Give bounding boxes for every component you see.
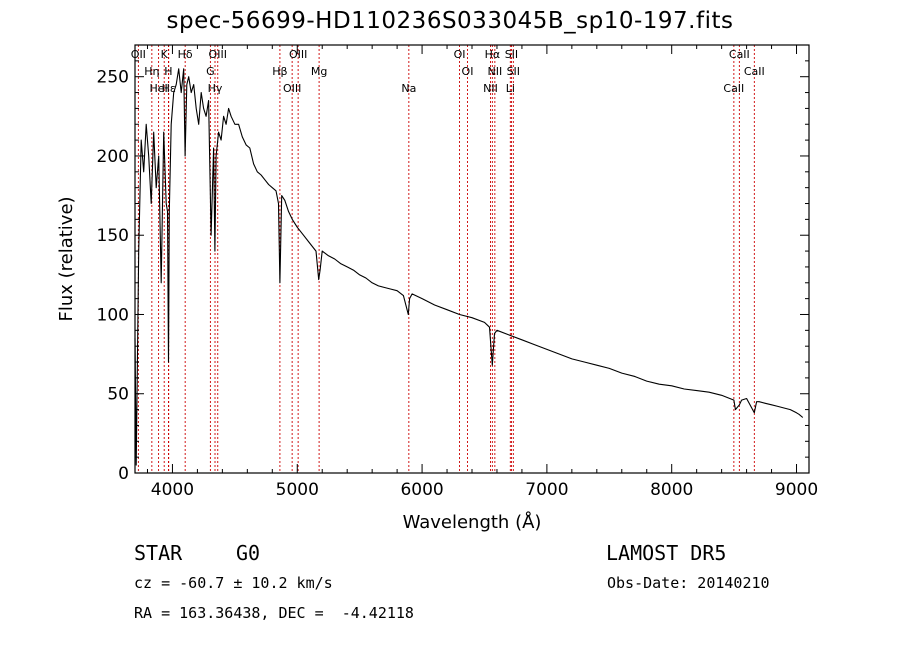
- line-label: OIII: [289, 48, 307, 61]
- line-label: NII: [487, 65, 502, 78]
- y-tick-label: 0: [118, 464, 129, 484]
- line-label: Li: [506, 82, 515, 95]
- line-label: OIII: [209, 48, 227, 61]
- chart-title: spec-56699-HD110236S033045B_sp10-197.fit…: [166, 8, 734, 34]
- x-tick-label: 9000: [775, 480, 818, 500]
- plot-frame: [134, 44, 810, 474]
- line-label: CaII: [729, 48, 750, 61]
- line-label: OI: [462, 65, 474, 78]
- x-tick-label: 7000: [525, 480, 568, 500]
- line-label: Hα: [485, 48, 501, 61]
- y-tick-label: 50: [107, 385, 129, 405]
- line-label: OII: [131, 48, 146, 61]
- x-tick-label: 4000: [151, 480, 194, 500]
- line-label: SII: [505, 48, 518, 61]
- y-tick-label: 200: [97, 147, 129, 167]
- emission-line-markers: [137, 45, 755, 473]
- spectrum-line: [134, 68, 804, 466]
- object-class: STAR: [134, 541, 183, 565]
- y-tick-label: 150: [97, 226, 129, 246]
- line-labels: OIIHηHeIKHHεHδGHγOIIIHβOIIIOIIIMgNaOIOIN…: [131, 48, 765, 95]
- line-label: H: [164, 65, 172, 78]
- line-label: Mg: [311, 65, 327, 78]
- line-label: Hη: [144, 65, 159, 78]
- y-tick-label: 100: [97, 305, 129, 325]
- x-tick-label: 8000: [650, 480, 693, 500]
- redshift-cz: cz = -60.7 ± 10.2 km/s: [134, 574, 333, 592]
- line-label: OIII: [283, 82, 301, 95]
- line-label: CaII: [744, 65, 765, 78]
- x-tick-label: 5000: [276, 480, 319, 500]
- line-label: CaII: [723, 82, 744, 95]
- line-label: K: [161, 48, 169, 61]
- line-label: Hε: [162, 82, 176, 95]
- x-axis-label: Wavelength (Å): [403, 511, 542, 533]
- coordinates: RA = 163.36438, DEC = -4.42118: [134, 604, 414, 622]
- y-tick-label: 250: [97, 68, 129, 88]
- line-label: Na: [401, 82, 416, 95]
- line-label: SII: [507, 65, 520, 78]
- line-label: Hγ: [208, 82, 223, 95]
- line-label: OI: [454, 48, 466, 61]
- x-tick-label: 6000: [400, 480, 443, 500]
- line-label: Hβ: [272, 65, 287, 78]
- axis-ticks: 4000 5000 6000 7000 8000 9000 0 50 100 150 200 250: [97, 44, 818, 500]
- observation-date: Obs-Date: 20140210: [607, 574, 770, 592]
- line-label: NII: [483, 82, 498, 95]
- line-label: HeI: [149, 82, 167, 95]
- line-label: Hδ: [178, 48, 193, 61]
- y-axis-label: Flux (relative): [56, 196, 77, 321]
- survey-name: LAMOST DR5: [606, 541, 727, 565]
- object-subclass: G0: [236, 541, 261, 565]
- line-label: G: [206, 65, 215, 78]
